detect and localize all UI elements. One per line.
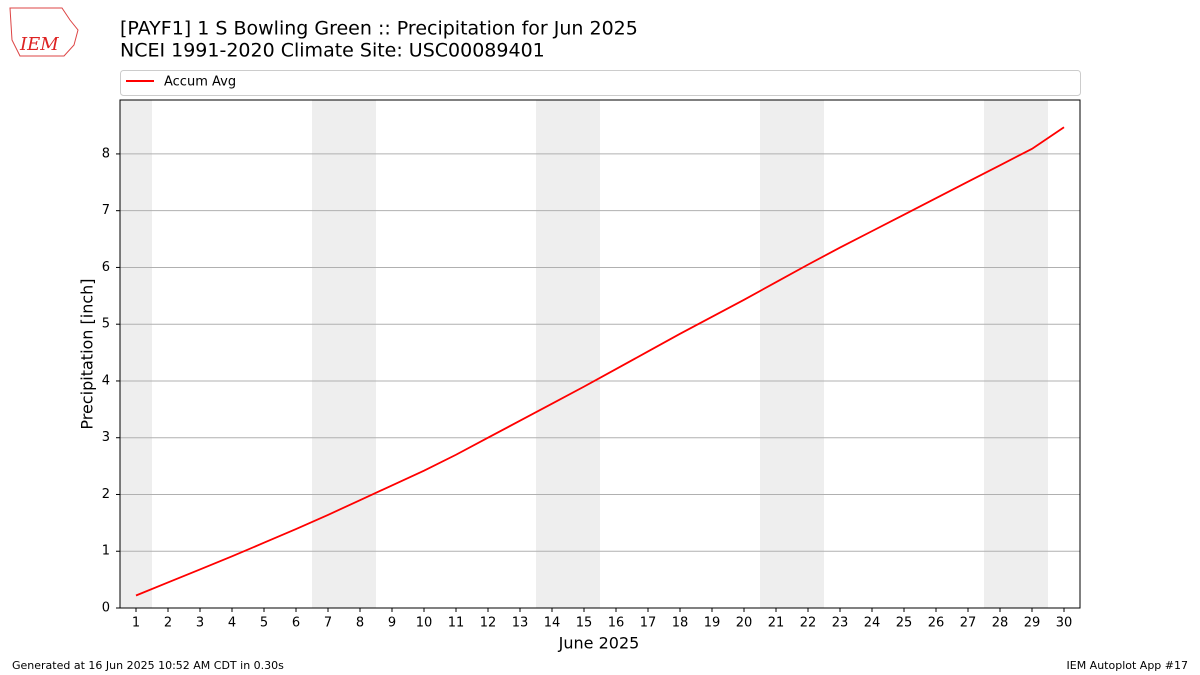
x-tick-label: 28 (992, 616, 1009, 631)
y-axis-label: Precipitation [inch] (78, 278, 97, 429)
y-tick-label: 3 (102, 430, 110, 445)
chart-subtitle: NCEI 1991-2020 Climate Site: USC00089401 (120, 40, 545, 62)
legend-box (120, 70, 1081, 96)
y-tick-label: 7 (102, 203, 110, 218)
x-tick-label: 22 (800, 616, 817, 631)
y-tick-label: 0 (102, 601, 110, 616)
x-tick-label: 17 (640, 616, 657, 631)
series-line (135, 126, 1065, 597)
chart-title: [PAYF1] 1 S Bowling Green :: Precipitati… (120, 18, 638, 40)
x-tick-label: 16 (608, 616, 625, 631)
x-tick-label: 21 (768, 616, 785, 631)
x-tick-label: 9 (388, 616, 396, 631)
x-tick-label: 11 (448, 616, 465, 631)
weekend-shade (120, 100, 152, 608)
x-tick-label: 8 (356, 616, 364, 631)
legend-label: Accum Avg (164, 75, 236, 90)
weekend-shade (760, 100, 824, 608)
footer-right: IEM Autoplot App #17 (1067, 659, 1189, 672)
x-tick-label: 7 (324, 616, 332, 631)
x-tick-label: 27 (960, 616, 977, 631)
x-tick-label: 18 (672, 616, 689, 631)
x-tick-label: 23 (832, 616, 849, 631)
x-tick-label: 3 (196, 616, 204, 631)
y-tick-label: 1 (102, 544, 110, 559)
logo-outline (9, 7, 79, 57)
x-tick-label: 19 (704, 616, 721, 631)
x-tick-label: 20 (736, 616, 753, 631)
y-tick-label: 2 (102, 487, 110, 502)
weekend-shade (312, 100, 376, 608)
x-tick-label: 25 (896, 616, 913, 631)
x-tick-label: 4 (228, 616, 236, 631)
x-tick-label: 30 (1056, 616, 1073, 631)
footer-left: Generated at 16 Jun 2025 10:52 AM CDT in… (12, 659, 284, 672)
weekend-shade (536, 100, 600, 608)
x-tick-label: 6 (292, 616, 300, 631)
x-tick-label: 5 (260, 616, 268, 631)
x-tick-label: 10 (416, 616, 433, 631)
x-tick-label: 12 (480, 616, 497, 631)
weekend-shade (984, 100, 1048, 608)
x-tick-label: 1 (132, 616, 140, 631)
y-tick-label: 4 (102, 373, 110, 388)
y-tick-label: 5 (102, 317, 110, 332)
x-tick-label: 29 (1024, 616, 1041, 631)
x-tick-label: 13 (512, 616, 529, 631)
x-axis-label: June 2025 (558, 634, 640, 653)
y-tick-label: 6 (102, 260, 110, 275)
x-tick-label: 24 (864, 616, 881, 631)
y-tick-label: 8 (102, 146, 110, 161)
x-tick-label: 15 (576, 616, 593, 631)
x-tick-label: 26 (928, 616, 945, 631)
logo: IEM (19, 34, 59, 55)
plot-frame (119, 99, 1081, 609)
x-tick-label: 2 (164, 616, 172, 631)
x-tick-label: 14 (544, 616, 561, 631)
